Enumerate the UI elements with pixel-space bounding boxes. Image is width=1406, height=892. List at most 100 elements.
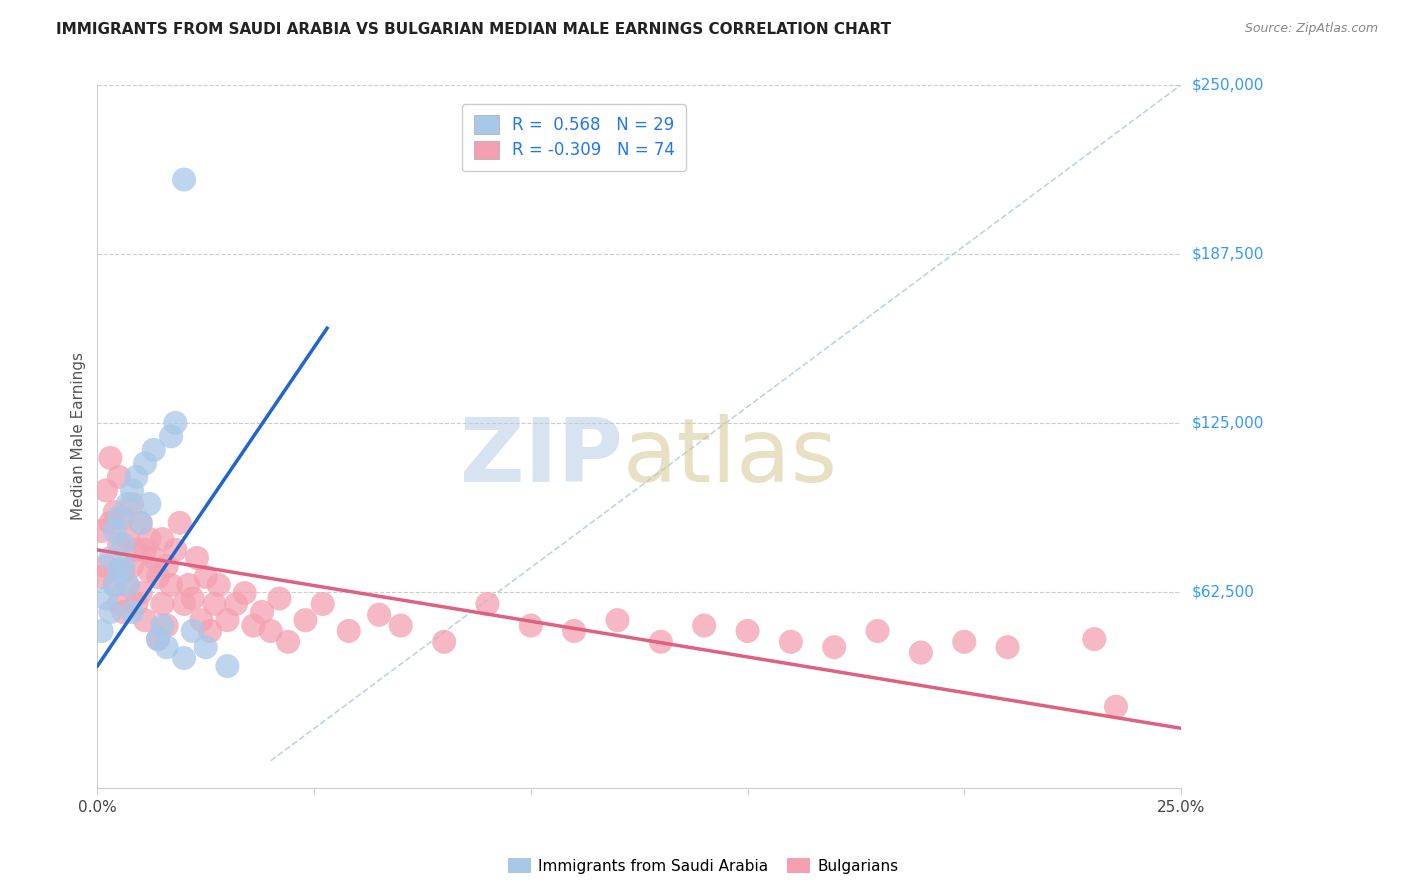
Point — [121, 483, 143, 498]
Point — [138, 532, 160, 546]
Text: atlas: atlas — [623, 414, 838, 501]
Text: $187,500: $187,500 — [1192, 246, 1264, 261]
Text: $125,000: $125,000 — [1192, 416, 1264, 430]
Point — [129, 516, 152, 530]
Point — [94, 559, 117, 574]
Point — [98, 605, 121, 619]
Point — [104, 524, 127, 538]
Point — [156, 640, 179, 655]
Point — [134, 613, 156, 627]
Point — [156, 559, 179, 574]
Point — [108, 565, 131, 579]
Point — [146, 632, 169, 646]
Point — [198, 624, 221, 638]
Point — [112, 537, 135, 551]
Point — [997, 640, 1019, 655]
Point — [693, 618, 716, 632]
Point — [90, 524, 112, 538]
Point — [156, 618, 179, 632]
Point — [117, 578, 139, 592]
Text: $62,500: $62,500 — [1192, 584, 1256, 599]
Point — [150, 618, 173, 632]
Point — [112, 559, 135, 574]
Point — [121, 559, 143, 574]
Point — [177, 578, 200, 592]
Point — [98, 450, 121, 465]
Point — [294, 613, 316, 627]
Point — [250, 605, 273, 619]
Y-axis label: Median Male Earnings: Median Male Earnings — [72, 352, 86, 520]
Point — [150, 597, 173, 611]
Point — [953, 634, 976, 648]
Point — [779, 634, 801, 648]
Point — [108, 470, 131, 484]
Point — [108, 510, 131, 524]
Point — [165, 416, 187, 430]
Text: ZIP: ZIP — [460, 414, 623, 501]
Point — [823, 640, 845, 655]
Point — [433, 634, 456, 648]
Point — [866, 624, 889, 638]
Point — [269, 591, 291, 606]
Point — [98, 516, 121, 530]
Point — [277, 634, 299, 648]
Point — [138, 497, 160, 511]
Point — [125, 542, 148, 557]
Point — [108, 597, 131, 611]
Point — [142, 551, 165, 566]
Point — [138, 565, 160, 579]
Point — [337, 624, 360, 638]
Text: IMMIGRANTS FROM SAUDI ARABIA VS BULGARIAN MEDIAN MALE EARNINGS CORRELATION CHART: IMMIGRANTS FROM SAUDI ARABIA VS BULGARIA… — [56, 22, 891, 37]
Point — [186, 551, 208, 566]
Point — [146, 632, 169, 646]
Point — [160, 429, 183, 443]
Point — [129, 516, 152, 530]
Point — [260, 624, 283, 638]
Point — [108, 537, 131, 551]
Point — [112, 510, 135, 524]
Point — [910, 646, 932, 660]
Point — [90, 570, 112, 584]
Point — [150, 532, 173, 546]
Point — [194, 640, 217, 655]
Point — [737, 624, 759, 638]
Text: $250,000: $250,000 — [1192, 78, 1264, 93]
Point — [208, 578, 231, 592]
Point — [146, 570, 169, 584]
Point — [190, 613, 212, 627]
Point — [194, 570, 217, 584]
Point — [520, 618, 543, 632]
Point — [217, 659, 239, 673]
Point — [233, 586, 256, 600]
Point — [389, 618, 412, 632]
Point — [242, 618, 264, 632]
Point — [202, 597, 225, 611]
Point — [368, 607, 391, 622]
Point — [650, 634, 672, 648]
Point — [117, 497, 139, 511]
Point — [129, 586, 152, 600]
Point — [112, 565, 135, 579]
Point — [562, 624, 585, 638]
Point — [312, 597, 335, 611]
Point — [104, 578, 127, 592]
Point — [134, 542, 156, 557]
Point — [104, 505, 127, 519]
Point — [181, 624, 204, 638]
Point — [112, 605, 135, 619]
Point — [104, 578, 127, 592]
Point — [217, 613, 239, 627]
Point — [169, 516, 191, 530]
Point — [477, 597, 499, 611]
Point — [606, 613, 628, 627]
Point — [142, 442, 165, 457]
Point — [1105, 699, 1128, 714]
Point — [173, 172, 195, 186]
Point — [90, 624, 112, 638]
Point — [1083, 632, 1105, 646]
Point — [181, 591, 204, 606]
Point — [125, 470, 148, 484]
Legend: R =  0.568   N = 29, R = -0.309   N = 74: R = 0.568 N = 29, R = -0.309 N = 74 — [463, 103, 686, 171]
Legend: Immigrants from Saudi Arabia, Bulgarians: Immigrants from Saudi Arabia, Bulgarians — [502, 852, 904, 880]
Point — [117, 532, 139, 546]
